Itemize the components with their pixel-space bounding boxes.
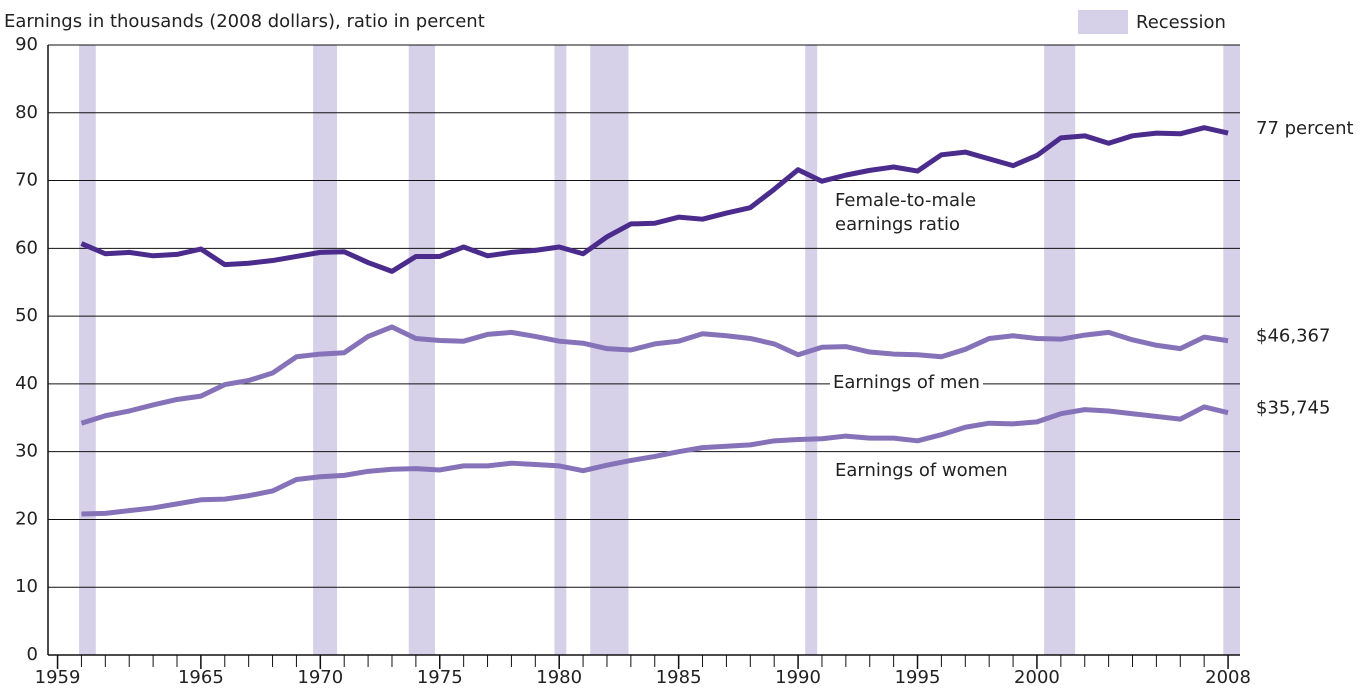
y-tick-label: 20 bbox=[15, 508, 38, 529]
series-label: Earnings of men bbox=[830, 371, 983, 395]
end-label: 77 percent bbox=[1256, 118, 1354, 139]
series-label: Female-to-male earnings ratio bbox=[835, 190, 977, 235]
x-tick-label: 1959 bbox=[35, 667, 81, 688]
recession-band bbox=[1223, 45, 1240, 655]
recession-band bbox=[408, 45, 435, 655]
series-label: Earnings of women bbox=[832, 459, 1011, 483]
legend-label: Recession bbox=[1136, 12, 1226, 33]
recession-band bbox=[554, 45, 567, 655]
y-tick-label: 0 bbox=[27, 644, 38, 665]
x-tick-label: 1995 bbox=[895, 667, 941, 688]
series-line bbox=[80, 324, 1229, 426]
x-tick-label: 1990 bbox=[775, 667, 821, 688]
x-tick-label: 1965 bbox=[178, 667, 224, 688]
y-tick-label: 30 bbox=[15, 441, 38, 462]
x-tick-label: 1970 bbox=[297, 667, 343, 688]
x-tick-label: 1985 bbox=[656, 667, 702, 688]
series-line bbox=[80, 125, 1229, 274]
y-tick-label: 50 bbox=[15, 305, 38, 326]
y-tick-label: 70 bbox=[15, 170, 38, 191]
legend-swatch bbox=[1078, 10, 1128, 34]
y-tick-label: 40 bbox=[15, 373, 38, 394]
y-tick-label: 80 bbox=[15, 102, 38, 123]
y-tick-label: 60 bbox=[15, 237, 38, 258]
x-tick-label: 1975 bbox=[417, 667, 463, 688]
end-label: $46,367 bbox=[1256, 326, 1330, 347]
x-tick-label: 2000 bbox=[1014, 667, 1060, 688]
y-tick-label: 10 bbox=[15, 576, 38, 597]
x-tick-label: 2008 bbox=[1205, 667, 1251, 688]
x-tick-label: 1980 bbox=[536, 667, 582, 688]
recession-band bbox=[79, 45, 96, 655]
y-axis-label: Earnings in thousands (2008 dollars), ra… bbox=[4, 11, 485, 32]
series-line bbox=[81, 404, 1229, 517]
y-tick-label: 90 bbox=[15, 34, 38, 55]
end-label: $35,745 bbox=[1256, 398, 1330, 419]
recession-band bbox=[313, 45, 338, 655]
